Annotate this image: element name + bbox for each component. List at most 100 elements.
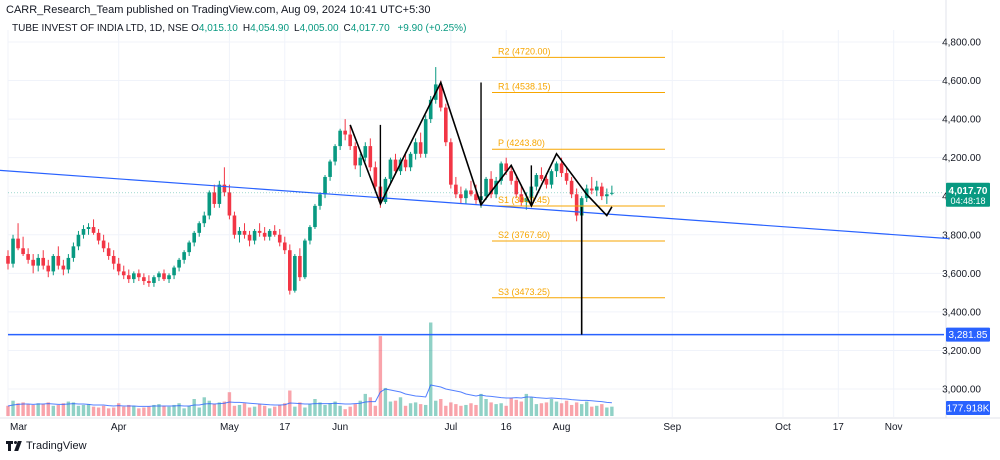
candle-body — [267, 230, 272, 237]
candle-body — [162, 273, 166, 280]
volume-bar — [368, 397, 373, 416]
x-tick-label: Nov — [885, 422, 903, 433]
volume-bar — [127, 404, 131, 416]
candle-body — [21, 248, 25, 255]
candle-body — [438, 84, 443, 108]
y-tick-label: 3,600.00 — [942, 269, 981, 280]
volume-bar — [56, 404, 61, 416]
volume-bar — [293, 406, 297, 416]
volume-bar — [464, 404, 468, 416]
candle-body — [187, 242, 191, 253]
volume-bar — [610, 406, 614, 416]
candle-body — [66, 257, 71, 270]
candle-body — [282, 242, 287, 251]
candle-body — [222, 184, 227, 193]
volume-bar — [132, 405, 136, 416]
candle-body — [388, 159, 393, 179]
volume-bar — [454, 404, 458, 416]
volume-bar — [101, 405, 106, 416]
volume-bar — [479, 393, 483, 416]
candle-body — [31, 259, 35, 266]
volume-bar — [600, 404, 604, 416]
volume-bar — [514, 399, 518, 416]
volume-bar — [474, 404, 478, 416]
candle-body — [413, 142, 418, 154]
volume-bar — [549, 399, 554, 416]
volume-bar — [81, 404, 86, 416]
volume-bar — [46, 402, 50, 416]
volume-badge — [946, 401, 990, 415]
volume-bar — [91, 406, 96, 416]
volume-bar — [247, 407, 252, 416]
candle-body — [61, 265, 66, 270]
volume-bar — [61, 403, 66, 416]
candle-body — [600, 186, 604, 197]
volume-bar — [444, 405, 448, 416]
x-tick-label: Sep — [663, 422, 681, 433]
descending-trendline[interactable] — [0, 169, 950, 240]
y-tick-label: 4,600.00 — [942, 76, 981, 87]
ohlc-value-h: 4,054.90 — [250, 23, 290, 34]
volume-bar — [71, 402, 76, 416]
volume-bar — [353, 404, 357, 416]
volume-bar — [423, 404, 428, 416]
tradingview-logo[interactable]: TradingView — [6, 440, 87, 452]
volume-bar — [569, 404, 574, 416]
candle-body — [549, 171, 554, 185]
volume-bar — [494, 404, 498, 416]
candle-body — [212, 192, 217, 204]
candle-body — [348, 134, 352, 147]
candle-body — [328, 161, 332, 177]
candle-body — [338, 130, 342, 147]
candle-body — [197, 223, 202, 233]
candle-body — [398, 159, 403, 172]
support-badge-value: 3,281.85 — [949, 330, 988, 341]
candle-body — [444, 107, 448, 143]
ohlc-label-l: L — [294, 23, 300, 34]
y-tick-label: 4,400.00 — [942, 115, 981, 126]
candle-body — [408, 153, 413, 168]
volume-bar — [96, 407, 101, 416]
volume-bar — [534, 404, 539, 416]
x-tick-label: Mar — [10, 422, 28, 433]
volume-bar — [16, 403, 20, 416]
candle-body — [474, 194, 478, 201]
candle-body — [71, 246, 76, 258]
volume-bar — [313, 399, 317, 416]
volume-bar — [177, 403, 181, 416]
candle-body — [157, 273, 161, 278]
volume-bar — [585, 401, 589, 416]
candle-body — [147, 281, 151, 283]
candle-body — [202, 215, 207, 224]
volume-bar — [413, 402, 418, 416]
volume-bar — [252, 406, 257, 416]
volume-bar — [278, 404, 282, 416]
volume-bar — [232, 405, 237, 416]
tradingview-icon — [6, 441, 22, 451]
volume-bar — [489, 402, 493, 416]
candle-body — [509, 171, 514, 181]
candle-body — [182, 252, 186, 260]
candle-body — [237, 230, 242, 235]
pivot-label: S1 (3949.45) — [498, 195, 550, 205]
candle-body — [454, 184, 458, 195]
pattern-drawing[interactable] — [349, 80, 613, 217]
candle-body — [469, 190, 473, 195]
candle-body — [610, 192, 614, 194]
x-tick-label: Jun — [332, 422, 348, 433]
volume-bar — [323, 404, 327, 416]
candle-body — [323, 176, 327, 195]
candle-body — [459, 194, 463, 199]
pivot-label: S3 (3473.25) — [498, 287, 550, 297]
volume-bar — [157, 404, 161, 416]
volume-bar — [388, 401, 393, 416]
candle-body — [333, 146, 337, 162]
candle-body — [368, 146, 373, 168]
volume-ma-line — [7, 384, 612, 407]
volume-bar — [504, 405, 508, 416]
candle-body — [494, 180, 498, 195]
symbol-name[interactable]: TUBE INVEST OF INDIA LTD, 1D, NSE — [12, 23, 189, 34]
candle-body — [86, 227, 91, 229]
volume-bar — [51, 405, 55, 416]
